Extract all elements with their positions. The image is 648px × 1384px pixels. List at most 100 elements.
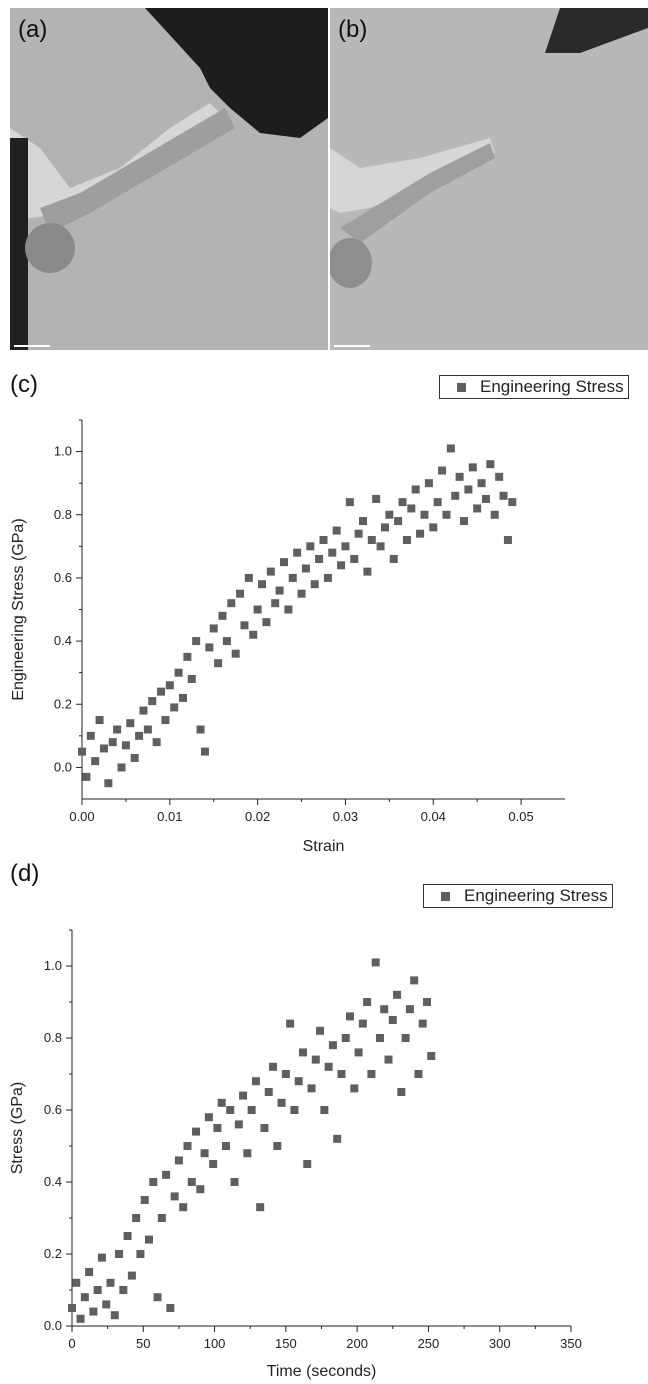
data-point	[144, 1235, 153, 1244]
data-point	[350, 1084, 359, 1093]
x-tick-label: 200	[346, 1336, 368, 1351]
x-tick-label: 0	[68, 1336, 75, 1351]
data-point	[196, 725, 205, 734]
data-point	[266, 567, 275, 576]
y-tick-label: 0.6	[44, 1102, 62, 1117]
data-point	[227, 599, 236, 608]
data-point	[149, 1178, 158, 1186]
data-point	[411, 485, 420, 494]
data-point	[76, 1314, 85, 1323]
data-point	[166, 1304, 175, 1312]
data-point	[486, 460, 495, 469]
data-point	[297, 589, 306, 598]
data-point	[161, 716, 170, 725]
data-point	[499, 491, 508, 500]
data-point	[380, 1005, 389, 1014]
x-tick-label: 0.01	[157, 809, 182, 824]
data-point	[174, 1156, 183, 1165]
data-point	[376, 542, 385, 551]
data-point	[394, 517, 403, 526]
data-point	[187, 1178, 196, 1186]
y-axis-title: Stress (GPa)	[9, 1082, 26, 1174]
data-point	[320, 1106, 329, 1114]
data-point	[354, 529, 363, 538]
data-point	[115, 1250, 124, 1258]
y-tick-label: 0.0	[54, 759, 72, 774]
data-point	[277, 1098, 286, 1107]
data-point	[294, 1077, 303, 1086]
chart-c: 0.00 0.01 0.02 0.03 0.04 0.05 0.0 0.2 0.4 0.6 0.8 1…	[10, 419, 565, 855]
y-tick-label: 0.2	[54, 696, 72, 711]
data-point	[95, 716, 104, 725]
data-point	[102, 1300, 111, 1309]
data-point	[239, 1091, 248, 1100]
y-tick-label: 1.0	[44, 958, 62, 973]
data-point	[346, 1012, 355, 1021]
data-point	[253, 605, 262, 614]
data-point	[464, 485, 473, 494]
data-point	[153, 1293, 162, 1302]
data-point	[157, 1214, 166, 1222]
x-tick-label: 350	[560, 1336, 582, 1351]
data-point	[371, 958, 380, 967]
y-tick-label: 0.6	[54, 570, 72, 585]
data-point	[350, 554, 359, 563]
data-point	[236, 589, 245, 598]
data-point	[407, 504, 416, 513]
data-point	[82, 772, 91, 781]
data-point	[249, 630, 258, 639]
data-point	[240, 621, 249, 630]
data-point	[495, 472, 504, 481]
data-point	[279, 558, 288, 567]
data-point	[451, 491, 460, 500]
data-point	[323, 573, 332, 582]
tem-image-a	[10, 8, 328, 350]
data-point	[429, 523, 438, 532]
data-point	[455, 472, 464, 481]
data-point	[205, 643, 214, 652]
y-tick-label: 0.4	[54, 633, 72, 648]
data-point	[398, 498, 407, 507]
data-points	[68, 958, 436, 1323]
data-point	[127, 1271, 136, 1280]
data-point	[405, 1005, 414, 1014]
data-point	[234, 1120, 243, 1129]
data-point	[473, 504, 482, 513]
data-point	[372, 494, 381, 503]
data-point	[397, 1088, 406, 1096]
panel-label-a: (a)	[18, 16, 48, 43]
data-point	[273, 1142, 282, 1150]
data-point	[341, 1034, 350, 1042]
data-point	[384, 1055, 393, 1064]
data-point	[427, 1052, 436, 1060]
legend-d-marker	[441, 891, 450, 901]
data-point	[363, 567, 372, 576]
data-point	[200, 747, 209, 756]
data-point	[328, 548, 337, 557]
data-point	[359, 517, 368, 526]
data-point	[113, 725, 122, 734]
panel-label-b: (b)	[338, 16, 368, 43]
x-tick-label: 100	[204, 1336, 226, 1351]
data-point	[136, 1250, 145, 1258]
data-point	[310, 580, 319, 589]
data-point	[438, 466, 447, 475]
x-axis-title: Strain	[303, 838, 345, 855]
data-point	[286, 1019, 295, 1028]
data-point	[385, 510, 394, 519]
data-point	[152, 738, 161, 747]
data-point	[174, 668, 183, 677]
data-point	[460, 517, 469, 526]
data-point	[337, 561, 346, 570]
data-point	[416, 529, 425, 538]
data-point	[423, 998, 432, 1006]
x-tick-label: 150	[275, 1336, 297, 1351]
x-tick-label: 0.02	[245, 809, 270, 824]
data-point	[121, 741, 130, 750]
data-point	[86, 731, 95, 740]
data-point	[80, 1293, 89, 1302]
x-tick-label: 250	[418, 1336, 440, 1351]
data-point	[490, 510, 499, 519]
data-point	[97, 1253, 106, 1262]
tem-image-a-graphic	[10, 8, 328, 350]
